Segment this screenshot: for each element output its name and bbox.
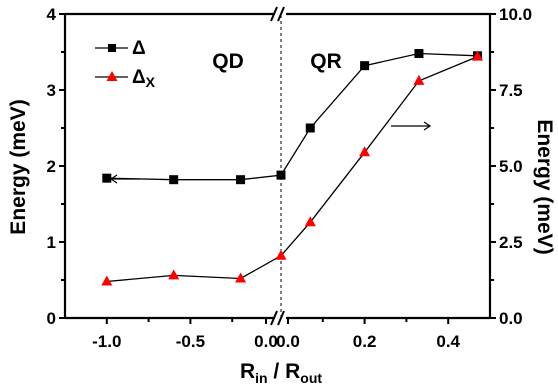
legend-label-delta-x: ΔX bbox=[132, 67, 156, 90]
y-left-tick-label: 0 bbox=[47, 309, 56, 328]
x-tick-label: 0.4 bbox=[436, 332, 460, 351]
data-point-delta bbox=[305, 123, 315, 133]
legend-triangle-marker bbox=[106, 71, 118, 81]
data-point-delta bbox=[360, 61, 370, 71]
axis-break-top bbox=[270, 6, 285, 22]
x-tick-label: -1.0 bbox=[92, 332, 121, 351]
x-title-sub-in: in bbox=[255, 370, 267, 386]
y-right-tick-label: 10.0 bbox=[499, 5, 532, 24]
x-tick-label: -0.5 bbox=[176, 332, 205, 351]
y-left-tick-label: 2 bbox=[47, 157, 56, 176]
legend-square-marker bbox=[108, 44, 116, 52]
axis-break-bottom bbox=[270, 310, 285, 326]
legend-label-delta-x-sub: X bbox=[146, 74, 156, 90]
data-point-delta bbox=[102, 173, 112, 183]
y-left-tick-label: 3 bbox=[47, 81, 56, 100]
y-right-tick-label: 0.0 bbox=[499, 309, 523, 328]
x-tick-label: 0.0 bbox=[276, 332, 300, 351]
y-right-tick-label: 2.5 bbox=[499, 233, 523, 252]
region-label-qd: QD bbox=[212, 50, 244, 73]
y-axis-right-title: Energy (meV) bbox=[533, 119, 556, 254]
y-right-tick-label: 7.5 bbox=[499, 81, 523, 100]
data-point-delta-x bbox=[304, 216, 316, 227]
data-point-delta-x bbox=[235, 272, 247, 283]
left-axis-arrow bbox=[109, 174, 140, 184]
x-tick-label: 0.0 bbox=[254, 332, 278, 351]
right-axis-arrow bbox=[391, 121, 432, 131]
region-label-qr: QR bbox=[310, 50, 342, 73]
legend-label-delta: Δ bbox=[132, 38, 146, 59]
legend: Δ ΔX bbox=[95, 38, 156, 90]
x-axis-title: Rin / Rout bbox=[240, 360, 322, 386]
x-title-r-out: R bbox=[285, 360, 300, 383]
legend-label-delta-x-main: Δ bbox=[132, 67, 146, 88]
data-point-delta-x bbox=[168, 269, 180, 280]
x-tick-label: 0.2 bbox=[353, 332, 377, 351]
y-axis-left-title: Energy (meV) bbox=[7, 99, 30, 234]
data-point-delta-x bbox=[101, 275, 113, 286]
data-point-delta-x bbox=[472, 50, 483, 61]
ticks: -1.0 -0.5 0.00.0 0.2 0.4012340.02.55.07.510.… bbox=[47, 5, 533, 351]
series-group bbox=[101, 49, 483, 286]
data-point-delta bbox=[414, 49, 424, 59]
x-title-r-in: R bbox=[240, 360, 255, 383]
y-left-tick-label: 4 bbox=[47, 5, 57, 24]
series-line-delta bbox=[106, 52, 478, 181]
data-point-delta bbox=[276, 170, 286, 180]
legend-item-delta: Δ bbox=[95, 38, 146, 59]
data-point-delta bbox=[169, 175, 179, 185]
legend-item-delta-x: ΔX bbox=[95, 67, 156, 90]
data-point-delta bbox=[236, 175, 246, 185]
series-line-delta-x bbox=[106, 55, 478, 283]
x-title-sep: / bbox=[268, 360, 286, 383]
data-point-delta-x bbox=[359, 146, 371, 157]
x-title-sub-out: out bbox=[300, 370, 322, 386]
data-point-delta-x bbox=[275, 249, 287, 260]
data-point-delta-x bbox=[413, 74, 425, 85]
y-left-tick-label: 1 bbox=[47, 233, 56, 252]
y-right-tick-label: 5.0 bbox=[499, 157, 523, 176]
